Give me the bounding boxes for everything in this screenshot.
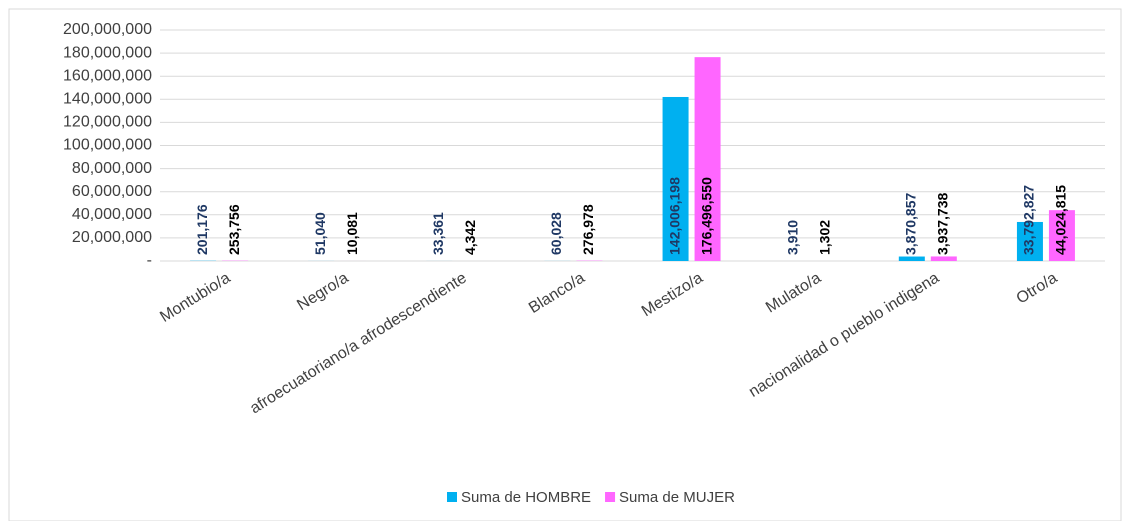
y-tick-label: 180,000,000: [63, 44, 152, 61]
data-label: 253,756: [226, 204, 242, 255]
bar: [1048, 210, 1075, 261]
data-label: 4,342: [462, 220, 478, 255]
bar: [898, 256, 925, 261]
chart-frame: [8, 8, 1122, 521]
y-tick-label: 140,000,000: [63, 91, 152, 108]
data-label: 201,176: [194, 204, 210, 255]
y-tick-label: 60,000,000: [72, 183, 152, 200]
data-label: 44,024,815: [1053, 185, 1069, 255]
legend-label: Suma de HOMBRE: [461, 489, 591, 506]
y-tick-label: 100,000,000: [63, 137, 152, 154]
y-tick-label: -: [147, 252, 152, 269]
y-tick-label: 120,000,000: [63, 114, 152, 131]
y-tick-label: 200,000,000: [63, 21, 152, 38]
bar: [694, 57, 721, 261]
y-tick-label: 40,000,000: [72, 206, 152, 223]
data-label: 60,028: [548, 212, 564, 255]
data-label: 33,792,827: [1021, 185, 1037, 255]
data-label: 10,081: [344, 212, 360, 255]
data-label: 142,006,198: [666, 177, 682, 255]
legend-swatch: [447, 492, 457, 502]
bar: [662, 96, 689, 261]
y-tick-label: 80,000,000: [72, 160, 152, 177]
bar: [1016, 221, 1043, 261]
data-label: 51,040: [312, 212, 328, 255]
data-label: 3,870,857: [903, 193, 919, 255]
data-label: 276,978: [580, 204, 596, 255]
legend-label: Suma de MUJER: [619, 489, 735, 506]
y-tick-label: 160,000,000: [63, 67, 152, 84]
data-label: 3,937,738: [935, 193, 951, 255]
data-label: 1,302: [816, 220, 832, 255]
data-label: 33,361: [430, 212, 446, 255]
y-tick-label: 20,000,000: [72, 229, 152, 246]
legend-swatch: [605, 492, 616, 502]
bar: [930, 256, 957, 261]
data-label: 176,496,550: [698, 177, 714, 255]
data-label: 3,910: [784, 220, 800, 255]
